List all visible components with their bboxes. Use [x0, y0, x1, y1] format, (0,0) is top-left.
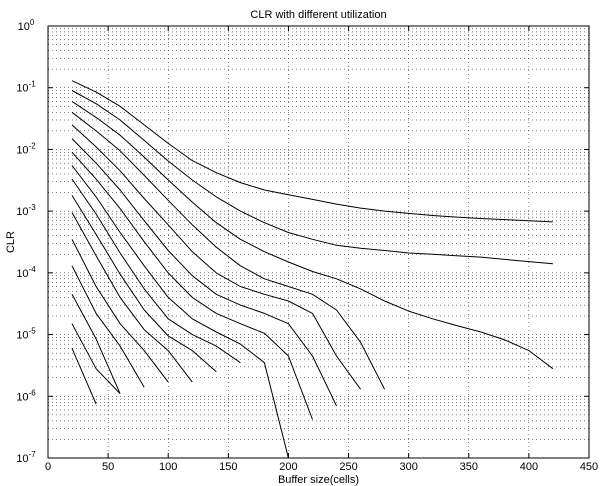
series-line-6 [71, 138, 337, 407]
plot-frame [47, 25, 590, 459]
x-tick-label: 100 [159, 461, 177, 473]
x-tick-label: 50 [102, 461, 114, 473]
y-tick-label: 10-2 [16, 141, 36, 156]
y-tick-label: 10-1 [16, 80, 36, 95]
x-tick-label: 250 [339, 461, 357, 473]
series-line-12 [71, 239, 169, 383]
x-tick-label: 300 [399, 461, 417, 473]
series-line-13 [71, 265, 145, 388]
y-axis: 100 10-1 10-2 10-3 10-4 10-5 10-6 10-7 [16, 18, 589, 465]
chart-title: CLR with different utilization [250, 9, 386, 21]
x-tick-label: 350 [460, 461, 478, 473]
series-layer [71, 80, 554, 459]
y-tick-label: 10-5 [16, 327, 36, 342]
series-line-1 [71, 80, 553, 223]
series-line-7 [71, 151, 313, 420]
series-line-4 [71, 111, 386, 390]
series-line-14 [71, 294, 121, 394]
x-tick-label: 400 [520, 461, 538, 473]
x-tick-label: 200 [279, 461, 297, 473]
x-tick-label: 150 [219, 461, 237, 473]
y-tick-label: 100 [18, 18, 35, 33]
series-line-5 [71, 124, 362, 390]
x-tick-label: 450 [580, 461, 598, 473]
y-axis-label: CLR [5, 231, 17, 253]
series-line-11 [71, 212, 193, 383]
x-axis-label: Buffer size(cells) [278, 474, 359, 486]
x-tick-label: 0 [45, 461, 51, 473]
x-axis: 0 50 100 150 200 250 300 350 400 450 [45, 26, 598, 473]
series-line-9 [71, 178, 241, 364]
series-line-8 [71, 165, 289, 459]
grid [48, 26, 589, 458]
series-line-15 [71, 323, 121, 395]
y-tick-label: 10-3 [16, 203, 36, 218]
series-line-16 [71, 348, 97, 405]
y-tick-label: 10-6 [16, 388, 36, 403]
series-line-3 [71, 100, 554, 370]
series-line-2 [71, 90, 553, 265]
series-line-10 [71, 195, 217, 373]
y-tick-label: 10-7 [16, 450, 36, 465]
y-tick-label: 10-4 [16, 265, 36, 280]
